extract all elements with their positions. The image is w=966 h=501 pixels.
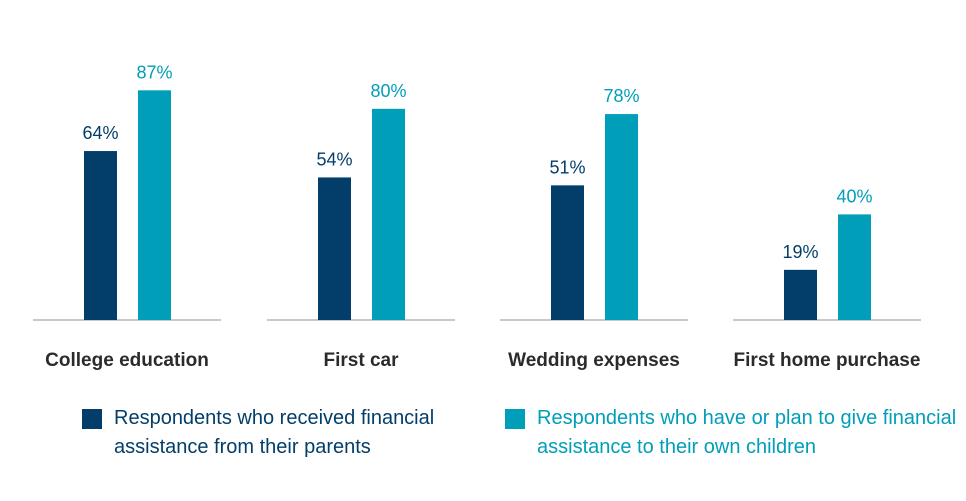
legend-swatch-give bbox=[505, 409, 525, 429]
bar-first-car-series-0 bbox=[318, 177, 351, 320]
value-label-college-education-series-1: 87% bbox=[136, 62, 172, 82]
bar-college-education-series-1 bbox=[138, 90, 171, 320]
bar-chart: 64% 87% College education 54% 80% First car 51… bbox=[33, 62, 921, 371]
value-label-first-car-series-0: 54% bbox=[316, 149, 352, 169]
value-label-first-home-purchase-series-0: 19% bbox=[782, 242, 818, 262]
legend-label-received: Respondents who received financial assis… bbox=[114, 407, 435, 458]
legend-item-give: Respondents who have or plan to give fin… bbox=[505, 404, 960, 462]
legend-item-received: Respondents who received financial assis… bbox=[82, 404, 482, 462]
bar-college-education-series-0 bbox=[84, 151, 117, 320]
legend-swatch-received bbox=[82, 409, 102, 429]
value-label-first-car-series-1: 80% bbox=[370, 81, 406, 101]
bar-first-home-purchase-series-0 bbox=[784, 269, 817, 320]
value-label-wedding-expenses-series-1: 78% bbox=[603, 86, 639, 106]
bar-wedding-expenses-series-1 bbox=[605, 114, 638, 320]
value-label-wedding-expenses-series-0: 51% bbox=[549, 157, 585, 177]
value-label-first-home-purchase-series-1: 40% bbox=[836, 186, 872, 206]
category-label-first-home-purchase: First home purchase bbox=[734, 350, 921, 371]
bar-first-car-series-1 bbox=[372, 108, 405, 320]
bar-first-home-purchase-series-1 bbox=[838, 214, 871, 320]
category-label-college-education: College education bbox=[45, 350, 209, 371]
category-label-first-car: First car bbox=[324, 350, 400, 371]
bar-wedding-expenses-series-0 bbox=[551, 185, 584, 320]
value-label-college-education-series-0: 64% bbox=[82, 123, 118, 143]
category-label-wedding-expenses: Wedding expenses bbox=[508, 350, 680, 371]
legend-label-give: Respondents who have or plan to give fin… bbox=[537, 407, 957, 458]
